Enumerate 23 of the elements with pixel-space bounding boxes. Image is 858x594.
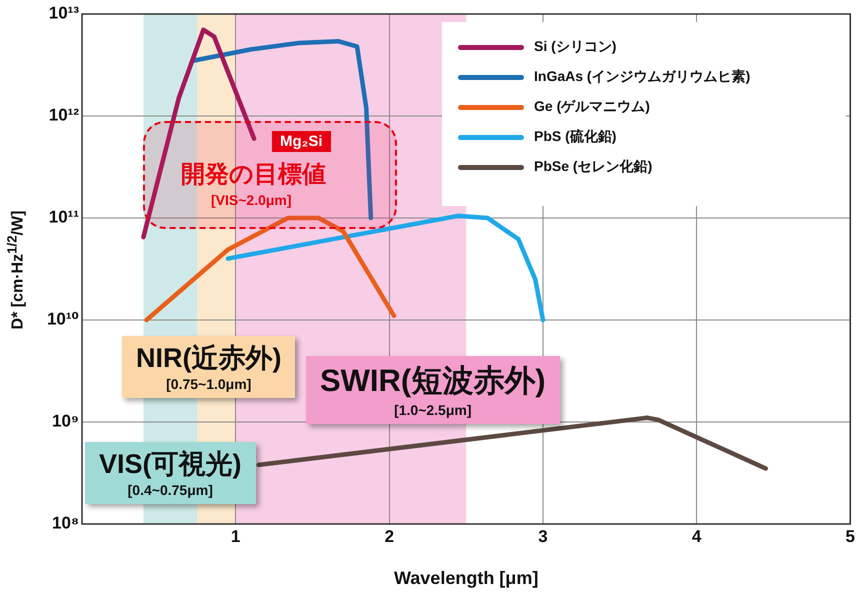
band-label: VIS(可視光) [0.4~0.75μm] [99,448,242,498]
y-tick-label: 10¹² [48,106,80,125]
y-tick-label: 10¹⁰ [46,310,79,329]
legend-label: PbSe (セレン化鉛) [534,158,652,176]
y-tick-label: 10⁹ [52,412,79,431]
y-tick-label: 10¹³ [48,4,80,23]
x-tick-label: 1 [230,526,240,546]
y-tick-label: 10⁸ [52,514,79,533]
x-tick-label: 3 [538,526,548,546]
y-tick-label: 10¹¹ [48,208,80,227]
x-axis-title: Wavelength [μm] [394,568,538,588]
legend-label: PbS (硫化鉛) [534,128,616,146]
x-tick-label: 5 [846,526,856,546]
annotation: [VIS~2.0μm] [211,192,292,208]
band-label: NIR(近赤外) [0.75~1.0μm] [136,342,282,392]
x-tick-label: 2 [384,526,394,546]
legend-label: Si (シリコン) [534,38,616,56]
legend-label: InGaAs (インジウムガリウムヒ素) [534,68,750,86]
x-tick-label: 4 [692,526,702,546]
band-label: SWIR(短波赤外) [1.0~2.5μm] [320,362,546,418]
annotation: 開発の目標値 [181,160,326,190]
legend-label: Ge (ゲルマニウム) [534,98,650,116]
annotation: Mg₂Si [272,131,330,152]
